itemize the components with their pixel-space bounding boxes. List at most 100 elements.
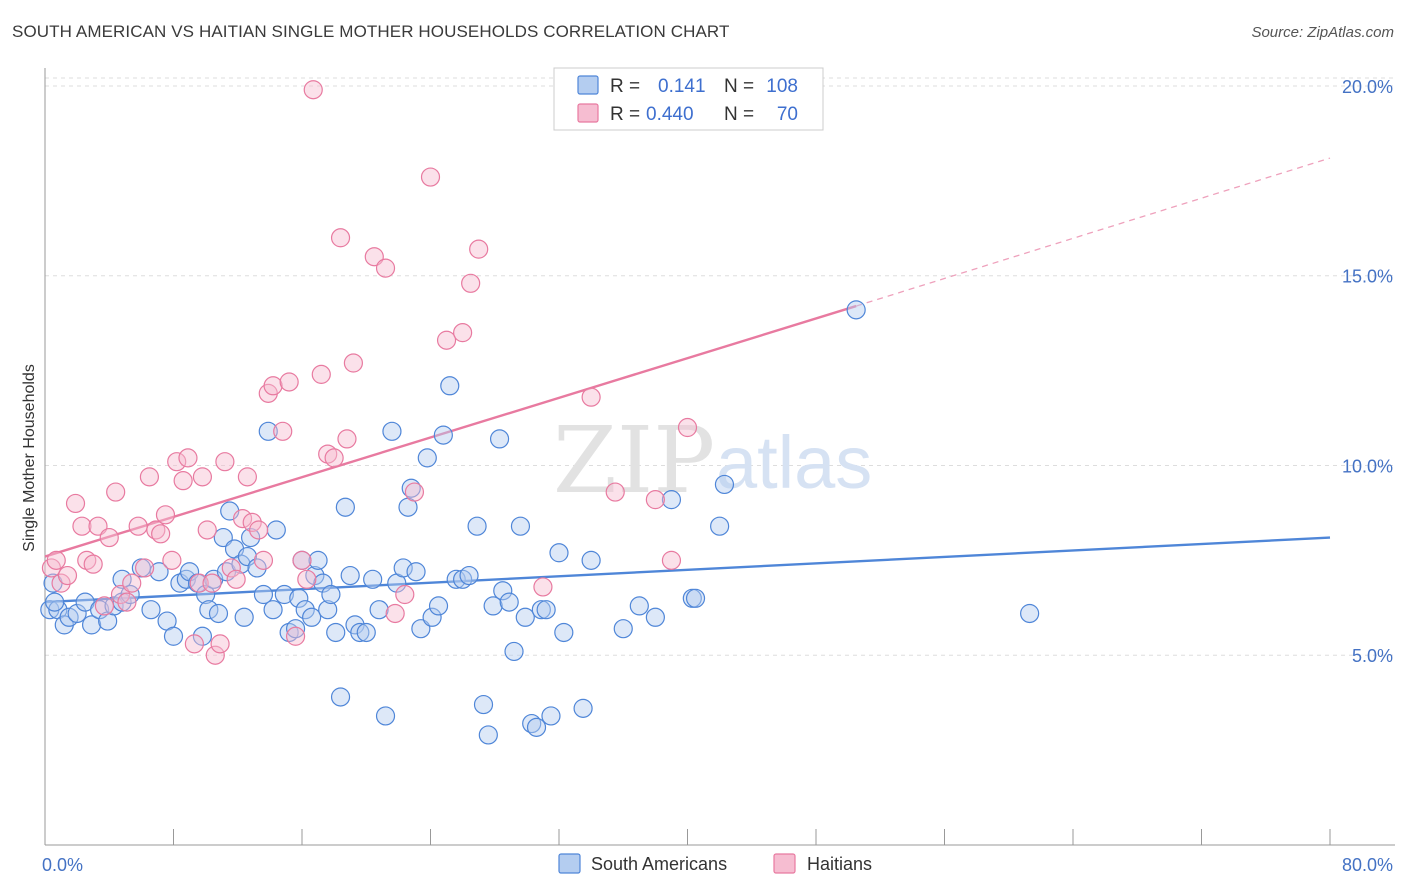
data-point bbox=[369, 600, 389, 620]
data-point bbox=[249, 520, 269, 540]
y-axis-label: Single Mother Households bbox=[21, 364, 38, 552]
data-point bbox=[94, 596, 115, 616]
data-point bbox=[401, 478, 421, 498]
data-point bbox=[453, 323, 473, 343]
watermark-zip: ZIP bbox=[553, 407, 715, 514]
data-point bbox=[162, 550, 182, 570]
tick-labels: 5.0% 10.0% 15.0% 20.0% 0.0% 80.0% bbox=[42, 77, 1393, 875]
data-point bbox=[199, 600, 219, 620]
data-point bbox=[677, 417, 698, 438]
data-point bbox=[714, 474, 735, 495]
data-point bbox=[581, 550, 601, 570]
data-point bbox=[308, 550, 328, 570]
data-point bbox=[422, 607, 442, 627]
data-point bbox=[205, 645, 225, 665]
legend-r-value-1: 0.141 bbox=[658, 76, 706, 97]
data-point bbox=[192, 626, 213, 646]
data-point bbox=[499, 592, 519, 612]
watermark-atlas: atlas bbox=[716, 421, 872, 504]
data-point bbox=[382, 421, 402, 441]
data-point bbox=[311, 364, 331, 384]
legend-n-value-1: 108 bbox=[766, 76, 798, 97]
data-point bbox=[461, 273, 481, 293]
data-point bbox=[241, 527, 261, 548]
data-point bbox=[661, 550, 682, 570]
data-point bbox=[67, 603, 87, 624]
data-point bbox=[510, 516, 531, 536]
data-point bbox=[99, 527, 119, 548]
data-point bbox=[321, 584, 341, 605]
legend-r-label-2: R = bbox=[610, 104, 640, 125]
data-point bbox=[531, 600, 551, 620]
data-point bbox=[285, 619, 306, 639]
data-point bbox=[128, 516, 148, 536]
data-point bbox=[526, 717, 547, 737]
x-tick-label-max: 80.0% bbox=[1342, 855, 1393, 875]
data-point bbox=[340, 565, 360, 586]
data-point bbox=[81, 615, 102, 635]
data-point bbox=[112, 569, 132, 589]
data-point bbox=[192, 467, 213, 487]
data-point bbox=[411, 619, 431, 639]
data-point bbox=[167, 452, 187, 472]
data-point bbox=[661, 490, 682, 510]
series-haitians bbox=[41, 80, 698, 665]
data-point bbox=[685, 588, 706, 608]
bottom-legend-label-south-americans: South Americans bbox=[591, 854, 727, 874]
data-point bbox=[234, 607, 254, 627]
source-label: Source: ZipAtlas.com bbox=[1251, 24, 1394, 41]
data-point bbox=[573, 698, 593, 718]
data-point bbox=[436, 330, 457, 350]
data-point bbox=[541, 706, 561, 726]
data-point bbox=[446, 569, 466, 589]
data-point bbox=[273, 421, 293, 441]
data-point bbox=[266, 520, 286, 540]
data-point bbox=[45, 592, 65, 612]
data-point bbox=[106, 482, 126, 502]
data-point bbox=[295, 600, 315, 620]
data-point bbox=[122, 573, 142, 593]
data-points bbox=[40, 80, 1040, 745]
data-point bbox=[46, 550, 66, 570]
data-point bbox=[57, 565, 78, 586]
y-tick-label: 20.0% bbox=[1342, 77, 1393, 97]
data-point bbox=[629, 596, 649, 616]
data-point bbox=[364, 247, 384, 267]
data-point bbox=[232, 509, 253, 529]
data-point bbox=[117, 592, 137, 612]
data-point bbox=[202, 573, 222, 593]
data-point bbox=[253, 584, 274, 605]
data-point bbox=[483, 596, 503, 616]
data-point bbox=[258, 421, 278, 441]
y-tick-label: 15.0% bbox=[1342, 267, 1393, 287]
data-point bbox=[645, 607, 665, 627]
data-point bbox=[324, 448, 344, 468]
data-point bbox=[473, 694, 494, 715]
data-point bbox=[263, 600, 283, 620]
data-point bbox=[313, 573, 333, 593]
data-point bbox=[1020, 603, 1040, 624]
bottom-legend: South Americans Haitians bbox=[558, 853, 872, 874]
data-point bbox=[318, 600, 338, 620]
legend-box bbox=[553, 67, 824, 131]
data-point bbox=[554, 622, 574, 643]
data-point bbox=[330, 687, 351, 707]
data-point bbox=[393, 558, 413, 578]
data-point bbox=[417, 448, 437, 468]
data-point bbox=[504, 641, 524, 662]
data-point bbox=[237, 467, 257, 487]
data-point bbox=[141, 600, 161, 620]
bottom-legend-label-haitians: Haitians bbox=[807, 854, 872, 874]
data-point bbox=[263, 376, 283, 396]
data-point bbox=[375, 258, 396, 278]
data-point bbox=[335, 497, 355, 517]
data-point bbox=[489, 429, 510, 449]
data-point bbox=[330, 228, 351, 248]
data-point bbox=[404, 482, 425, 502]
data-point bbox=[139, 467, 160, 487]
data-point bbox=[155, 505, 176, 525]
legend-r-value-2: 0.440 bbox=[646, 104, 694, 125]
data-point bbox=[72, 516, 92, 536]
data-point bbox=[395, 584, 415, 605]
